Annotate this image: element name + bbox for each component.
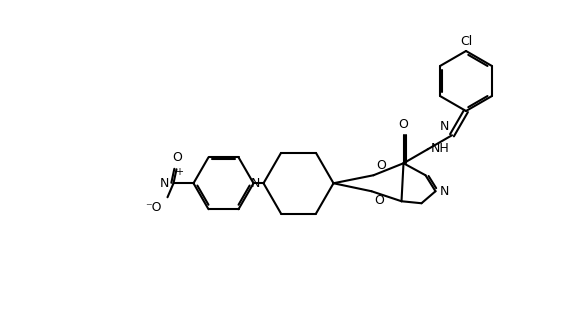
Text: N: N bbox=[439, 185, 449, 198]
Text: O: O bbox=[374, 194, 385, 207]
Text: O: O bbox=[377, 159, 386, 172]
Text: O: O bbox=[398, 118, 409, 131]
Text: ⁻O: ⁻O bbox=[145, 201, 162, 214]
Text: N: N bbox=[160, 177, 170, 190]
Text: N: N bbox=[440, 120, 449, 133]
Text: NH: NH bbox=[431, 142, 450, 155]
Text: O: O bbox=[172, 151, 183, 164]
Text: +: + bbox=[175, 167, 184, 177]
Text: Cl: Cl bbox=[460, 35, 472, 48]
Text: N: N bbox=[251, 177, 261, 190]
